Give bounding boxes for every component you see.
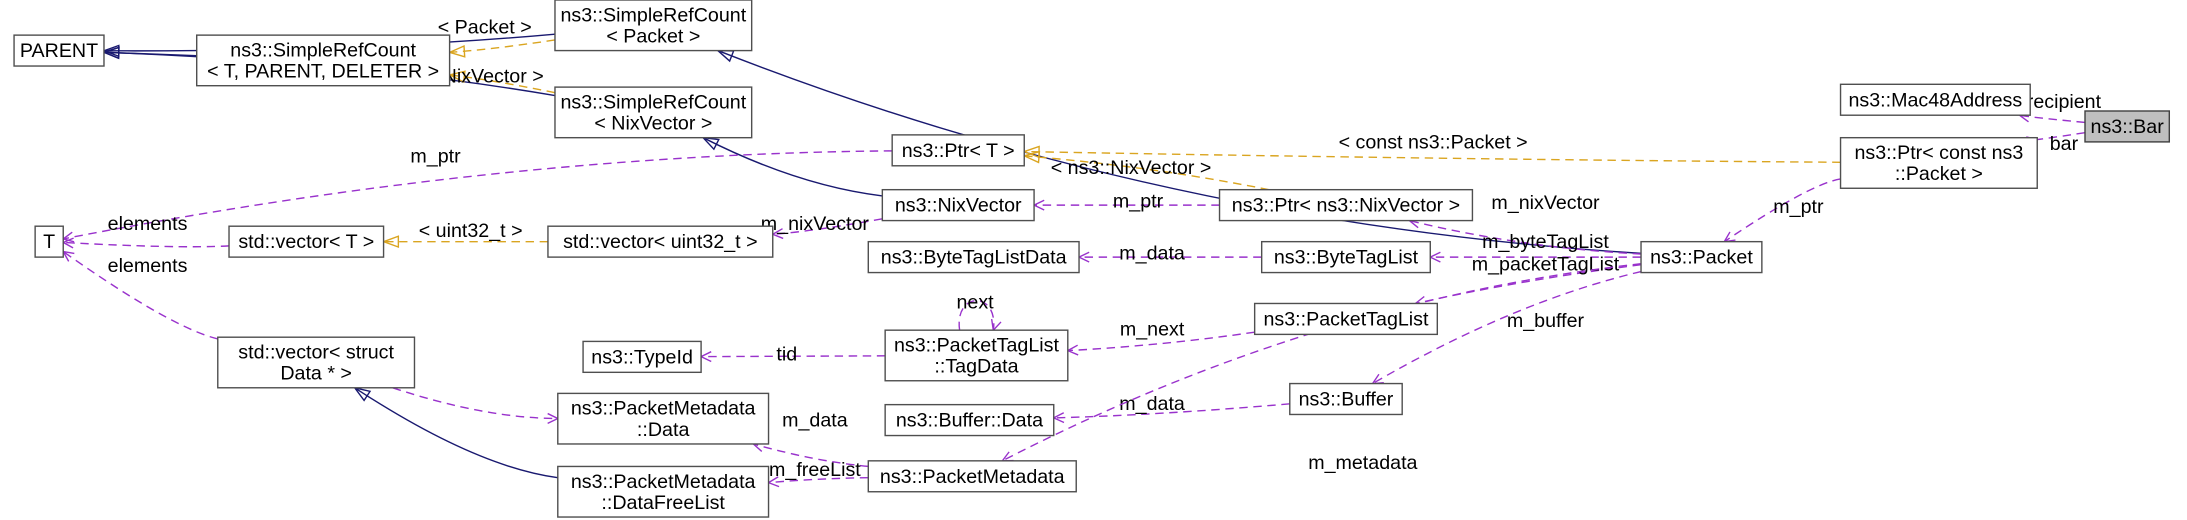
- edge-label: < uint32_t >: [419, 220, 523, 242]
- node-PM_Data[interactable]: ns3::PacketMetadata::Data: [558, 393, 769, 444]
- arrowhead: [1068, 345, 1078, 355]
- arrowhead: [703, 138, 719, 150]
- node-label: std::vector< uint32_t >: [563, 231, 757, 253]
- edge-label: next: [956, 292, 994, 314]
- node-label: ns3::Bar: [2091, 116, 2165, 138]
- node-PTL[interactable]: ns3::PacketTagList: [1255, 303, 1438, 334]
- node-label: ns3::SimpleRefCount: [230, 39, 416, 61]
- node-PtrConstPkt[interactable]: ns3::Ptr< const ns3::Packet >: [1841, 138, 2038, 189]
- node-label: ns3::Ptr< T >: [902, 140, 1015, 162]
- node-label: ns3::Ptr< const ns3: [1854, 142, 2023, 164]
- node-SRC_T[interactable]: ns3::SimpleRefCount< T, PARENT, DELETER …: [197, 35, 450, 86]
- node-label: ns3::SimpleRefCount: [560, 4, 746, 26]
- node-PktMeta[interactable]: ns3::PacketMetadata: [868, 461, 1076, 492]
- edge: [393, 388, 558, 419]
- edge-label: m_metadata: [1308, 452, 1417, 474]
- edge-label: m_data: [1119, 393, 1185, 415]
- edge-label: m_next: [1120, 318, 1185, 340]
- edge-label: m_freeList: [769, 459, 861, 481]
- node-PTL_TagData[interactable]: ns3::PacketTagList::TagData: [885, 330, 1068, 381]
- node-label: ns3::Packet: [1650, 247, 1753, 269]
- edge-label: recipient: [2027, 91, 2102, 113]
- edge: [2019, 115, 2085, 122]
- node-label: ns3::ByteTagList: [1274, 247, 1419, 269]
- edge-label: elements: [108, 213, 188, 235]
- node-TypeId[interactable]: ns3::TypeId: [583, 341, 701, 372]
- node-PtrT[interactable]: ns3::Ptr< T >: [892, 135, 1024, 166]
- node-PtrNixV[interactable]: ns3::Ptr< ns3::NixVector >: [1220, 190, 1473, 221]
- node-Buffer[interactable]: ns3::Buffer: [1290, 384, 1402, 415]
- arrowhead: [718, 51, 734, 61]
- node-label: ns3::PacketMetadata: [571, 398, 756, 420]
- edge: [63, 242, 229, 246]
- edge-label: bar: [2050, 133, 2079, 155]
- node-label: ns3::ByteTagListData: [881, 247, 1067, 269]
- node-label: std::vector< struct: [238, 342, 394, 364]
- node-label: ::TagData: [934, 356, 1018, 378]
- arrowhead: [992, 319, 1001, 330]
- node-label: PARENT: [20, 40, 98, 62]
- edge-label: m_ptr: [1773, 196, 1824, 218]
- edge-label: m_data: [1119, 242, 1185, 264]
- node-label: ns3::Buffer: [1299, 389, 1394, 411]
- node-label: T: [43, 231, 55, 253]
- edge-label: m_byteTagList: [1482, 231, 1609, 253]
- node-label: ns3::SimpleRefCount: [560, 91, 746, 113]
- node-label: ns3::NixVector: [895, 195, 1022, 217]
- node-PARENT[interactable]: PARENT: [14, 35, 104, 66]
- node-label: ns3::Mac48Address: [1849, 89, 2023, 111]
- nodes-layer: PARENTTns3::SimpleRefCount< T, PARENT, D…: [14, 0, 2169, 517]
- edge-label: m_packetTagList: [1472, 254, 1620, 276]
- node-VecStruct[interactable]: std::vector< structData * >: [218, 337, 415, 388]
- edge-label: m_buffer: [1507, 310, 1585, 332]
- node-label: ns3::TypeId: [591, 346, 693, 368]
- node-label: ns3::PacketTagList: [1263, 309, 1429, 331]
- node-NixV[interactable]: ns3::NixVector: [882, 190, 1034, 221]
- edge: [703, 138, 882, 196]
- node-label: ns3::Ptr< ns3::NixVector >: [1232, 195, 1460, 217]
- node-label: < Packet >: [606, 25, 700, 47]
- edge: [1002, 264, 1641, 461]
- node-label: ns3::PacketTagList: [894, 335, 1060, 357]
- node-label: std::vector< T >: [238, 231, 374, 253]
- edge: [355, 388, 558, 478]
- node-BufData[interactable]: ns3::Buffer::Data: [885, 405, 1054, 436]
- node-label: ns3::PacketMetadata: [571, 471, 756, 493]
- node-BTLData[interactable]: ns3::ByteTagListData: [868, 242, 1079, 273]
- arrowhead: [1373, 374, 1384, 383]
- arrowhead: [450, 46, 465, 57]
- edge-label: m_nixVector: [761, 213, 870, 235]
- node-T[interactable]: T: [35, 226, 63, 257]
- node-label: ns3::Buffer::Data: [896, 410, 1043, 432]
- node-label: ::DataFreeList: [601, 492, 725, 514]
- edge-label: m_data: [782, 410, 848, 432]
- edge-label: m_ptr: [1113, 191, 1164, 213]
- node-label: < NixVector >: [594, 113, 712, 135]
- node-PM_FreeList[interactable]: ns3::PacketMetadata::DataFreeList: [558, 466, 769, 517]
- node-Mac48[interactable]: ns3::Mac48Address: [1841, 84, 2031, 115]
- edge-label: tid: [776, 344, 797, 366]
- node-Bar[interactable]: ns3::Bar: [2085, 111, 2169, 142]
- edge-label: < Packet >: [438, 16, 532, 38]
- edge: [450, 40, 555, 52]
- node-VecU32[interactable]: std::vector< uint32_t >: [548, 226, 773, 257]
- edge-label: < const ns3::Packet >: [1339, 131, 1528, 153]
- node-label: ::Data: [637, 419, 690, 441]
- edge-label: < ns3::NixVector >: [1051, 157, 1212, 179]
- node-label: Data * >: [280, 363, 352, 385]
- node-label: ns3::PacketMetadata: [880, 466, 1065, 488]
- edge-label: m_nixVector: [1491, 192, 1600, 214]
- edge-label: elements: [108, 255, 188, 277]
- node-SRC_NixV[interactable]: ns3::SimpleRefCount< NixVector >: [555, 87, 752, 138]
- edge-label: m_ptr: [410, 146, 461, 168]
- node-SRC_Packet[interactable]: ns3::SimpleRefCount< Packet >: [555, 0, 752, 51]
- node-Packet[interactable]: ns3::Packet: [1641, 242, 1762, 273]
- node-label: < T, PARENT, DELETER >: [207, 61, 439, 83]
- node-VecT[interactable]: std::vector< T >: [229, 226, 384, 257]
- node-BTL[interactable]: ns3::ByteTagList: [1262, 242, 1431, 273]
- node-label: ::Packet >: [1895, 163, 1983, 185]
